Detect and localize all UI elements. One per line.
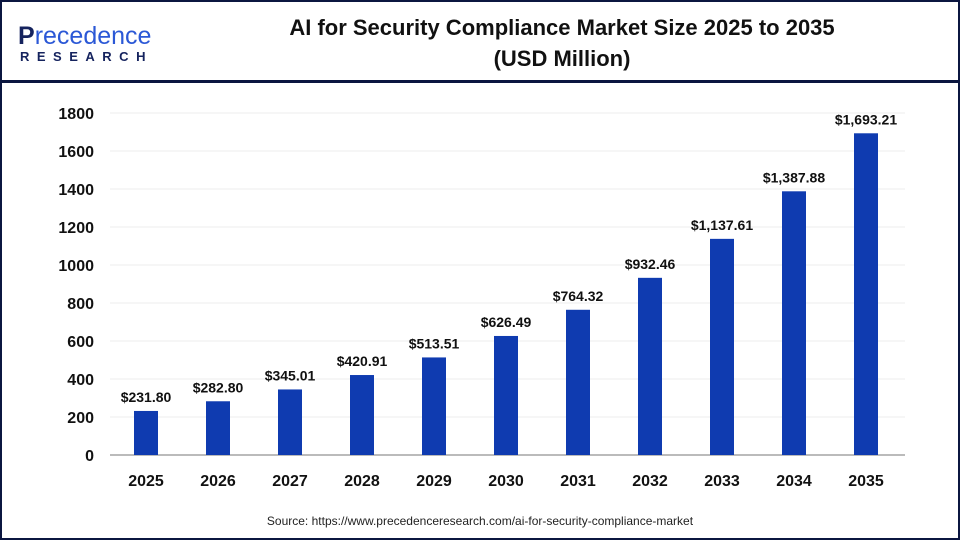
data-label: $764.32	[553, 288, 604, 304]
bar-2029	[422, 357, 446, 455]
logo-line2: RESEARCH	[20, 49, 153, 64]
x-tick-label: 2035	[848, 473, 884, 490]
y-tick-label: 600	[67, 334, 94, 351]
data-label: $513.51	[409, 335, 460, 351]
y-tick-label: 1800	[58, 106, 94, 123]
y-tick-label: 1400	[58, 182, 94, 199]
bar-2033	[710, 238, 734, 455]
y-tick-label: 200	[67, 410, 94, 427]
bar-2025	[134, 410, 158, 455]
y-tick-label: 1000	[58, 258, 94, 275]
chart-title: AI for Security Compliance Market Size 2…	[202, 12, 922, 74]
bar-2031	[566, 309, 590, 455]
bar-2032	[638, 277, 662, 455]
y-tick-label: 0	[85, 448, 94, 465]
data-label: $282.80	[193, 379, 244, 395]
data-label: $1,137.61	[691, 217, 753, 233]
x-tick-label: 2028	[344, 473, 380, 490]
subtitle-line: (USD Million)	[493, 46, 631, 71]
y-tick-label: 1600	[58, 144, 94, 161]
source-text: Source: https://www.precedenceresearch.c…	[266, 514, 694, 528]
bar-2035	[854, 133, 878, 455]
x-tick-label: 2034	[776, 473, 812, 490]
x-tick-label: 2031	[560, 473, 596, 490]
y-tick-label: 1200	[58, 220, 94, 237]
bar-2027	[278, 389, 302, 455]
logo-line1: Precedence	[18, 22, 152, 50]
data-label: $420.91	[337, 353, 388, 369]
data-label: $626.49	[481, 314, 532, 330]
x-tick-label: 2033	[704, 473, 740, 490]
bar-2034	[782, 191, 806, 455]
header-divider	[2, 80, 958, 83]
bar-2030	[494, 335, 518, 455]
x-tick-label: 2026	[200, 473, 236, 490]
x-tick-label: 2029	[416, 473, 452, 490]
data-label: $932.46	[625, 256, 676, 272]
x-tick-label: 2032	[632, 473, 668, 490]
bar-2026	[206, 401, 230, 455]
data-label: $231.80	[121, 389, 172, 405]
precedence-research-logo: Precedence RESEARCH	[18, 22, 163, 64]
title-line: AI for Security Compliance Market Size 2…	[289, 15, 835, 40]
x-tick-label: 2025	[128, 473, 164, 490]
data-label: $345.01	[265, 367, 316, 383]
data-label: $1,387.88	[763, 169, 825, 185]
x-tick-label: 2030	[488, 473, 524, 490]
data-label: $1,693.21	[835, 111, 897, 127]
y-tick-label: 400	[67, 372, 94, 389]
x-tick-label: 2027	[272, 473, 308, 490]
y-tick-label: 800	[67, 296, 94, 313]
bar-2028	[350, 375, 374, 455]
